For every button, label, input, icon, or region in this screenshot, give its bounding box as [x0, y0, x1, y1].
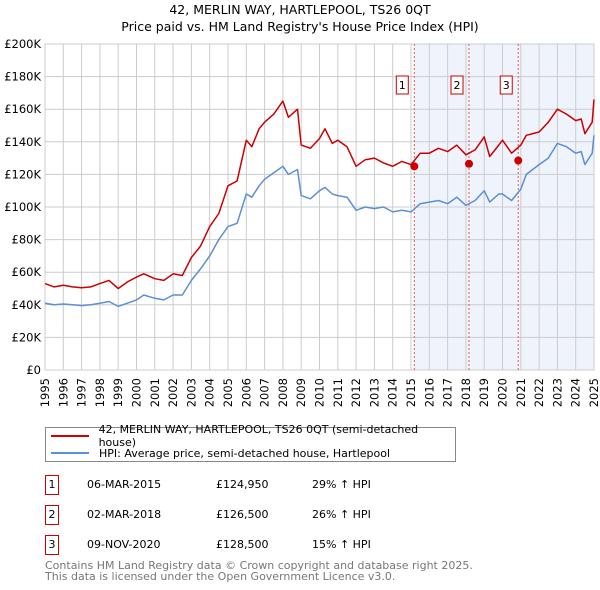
- x-tick-label: 2008: [276, 378, 290, 407]
- x-tick-label: 1999: [111, 378, 125, 407]
- plot-area: £0 £20K £40K £60K £80K £100K £120K £140K £160K £1…: [4, 37, 600, 407]
- legend-item-hpi: HPI: Average price, semi-detached house,…: [51, 445, 390, 461]
- x-tick-label: 2019: [477, 378, 491, 407]
- x-tick-label: 2003: [184, 378, 198, 407]
- x-tick-label: 2018: [459, 378, 473, 407]
- legend-swatch-red: [51, 435, 89, 437]
- sale-date: 09-NOV-2020: [87, 538, 161, 551]
- legend-item-property: 42, MERLIN WAY, HARTLEPOOL, TS26 0QT (se…: [51, 423, 455, 449]
- x-tick-label: 2004: [203, 378, 217, 407]
- x-tick-label: 2015: [404, 378, 418, 407]
- sale-price: £126,500: [216, 508, 269, 521]
- x-tick-label: 2002: [166, 378, 180, 407]
- sale-point: [465, 159, 474, 168]
- x-tick-label: 2001: [148, 378, 162, 407]
- sale-label: 1: [399, 79, 406, 92]
- x-tick-label: 2017: [441, 378, 455, 407]
- x-tick-label: 2022: [532, 378, 546, 407]
- y-tick-label: £160K: [4, 102, 41, 116]
- x-tick-label: 2013: [367, 378, 381, 407]
- plot-border: [44, 43, 595, 371]
- sale-hpi: 26% ↑ HPI: [312, 508, 371, 521]
- x-tick-label: 2025: [587, 378, 600, 407]
- x-tick-label: 1998: [93, 378, 107, 407]
- sale-date: 06-MAR-2015: [87, 478, 162, 491]
- sale-point: [514, 156, 523, 165]
- sale-label: 2: [454, 79, 461, 92]
- y-tick-label: £200K: [4, 37, 41, 51]
- legend: 42, MERLIN WAY, HARTLEPOOL, TS26 0QT (se…: [45, 423, 456, 462]
- x-tick-label: 2007: [258, 378, 272, 407]
- x-tick-label: 2020: [496, 378, 510, 407]
- x-tick-label: 2016: [422, 378, 436, 407]
- x-tick-label: 2009: [294, 378, 308, 407]
- sale-hpi: 29% ↑ HPI: [312, 478, 371, 491]
- y-tick-label: £140K: [4, 135, 41, 149]
- sale-label-box: [450, 75, 464, 95]
- chart-subtitle: Price paid vs. HM Land Registry's House …: [121, 19, 479, 34]
- x-tick-label: 2021: [514, 378, 528, 407]
- x-tick-label: 2024: [569, 378, 583, 407]
- footer: Contains HM Land Registry data © Crown c…: [45, 559, 473, 583]
- sale-date: 02-MAR-2018: [87, 508, 162, 521]
- series-line: [44, 99, 595, 290]
- legend-label: 42, MERLIN WAY, HARTLEPOOL, TS26 0QT (se…: [98, 423, 419, 449]
- chart-title: 42, MERLIN WAY, HARTLEPOOL, TS26 0QT: [169, 2, 431, 17]
- x-tick-label: 2005: [221, 378, 235, 407]
- sale-marker-box: 1: [45, 475, 59, 495]
- x-tick-label: 2006: [239, 378, 253, 407]
- y-tick-label: £0: [26, 363, 41, 377]
- x-tick-label: 2011: [331, 378, 345, 407]
- y-tick-label: £120K: [4, 167, 41, 181]
- y-tick-label: £60K: [12, 265, 42, 279]
- sale-hpi: 15% ↑ HPI: [312, 538, 371, 551]
- footer-line: This data is licensed under the Open Gov…: [45, 569, 396, 583]
- x-tick-label: 2010: [313, 378, 327, 407]
- y-tick-label: £100K: [4, 200, 41, 214]
- y-tick-label: £80K: [12, 233, 42, 247]
- sale-label: 3: [503, 79, 510, 92]
- x-tick-label: 2012: [349, 378, 363, 407]
- x-tick-label: 2023: [550, 378, 564, 407]
- sale-label-box: [395, 75, 409, 95]
- y-tick-label: £40K: [12, 298, 42, 312]
- footer-line: Contains HM Land Registry data © Crown c…: [45, 559, 473, 572]
- x-tick-label: 1996: [56, 378, 70, 407]
- sale-price: £128,500: [216, 538, 269, 551]
- sale-point: [410, 162, 419, 171]
- series-line: [44, 135, 595, 308]
- sale-marker-box: 3: [45, 535, 59, 555]
- x-tick-label: 2014: [386, 378, 400, 407]
- sale-label-box: [499, 75, 513, 95]
- x-tick-label: 1997: [75, 378, 89, 407]
- x-tick-label: 1995: [38, 378, 52, 407]
- legend-label: HPI: Average price, semi-detached house,…: [99, 446, 391, 460]
- y-tick-label: £180K: [4, 70, 41, 84]
- sale-price: £124,950: [216, 478, 269, 491]
- sale-marker-box: 2: [45, 505, 59, 525]
- y-tick-label: £20K: [12, 330, 42, 344]
- legend-swatch-blue: [51, 452, 89, 454]
- x-tick-label: 2000: [130, 378, 144, 407]
